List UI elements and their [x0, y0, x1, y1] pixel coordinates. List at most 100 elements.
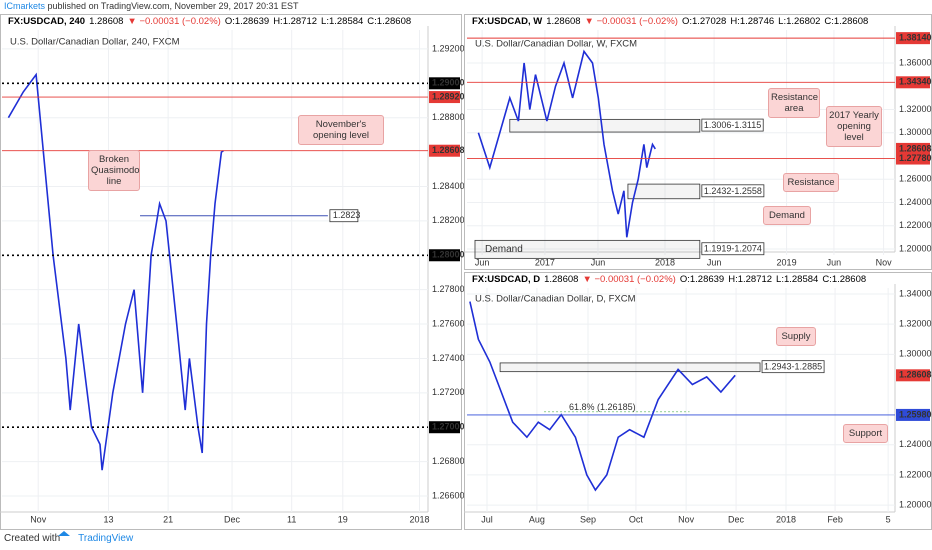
level-label-box — [429, 421, 460, 434]
x-tick-label: Sep — [580, 514, 596, 524]
x-tick-label: Aug — [529, 514, 545, 524]
x-tick-label: 2018 — [409, 514, 429, 524]
zone-label-box — [701, 118, 764, 132]
zone-title: Demand — [485, 244, 523, 255]
x-tick-label: Dec — [224, 514, 241, 524]
y-tick-label: 1.34000 — [899, 288, 932, 298]
brand[interactable]: TradingView — [78, 533, 134, 544]
x-tick-label: Jul — [481, 514, 493, 524]
level-label-box — [896, 32, 930, 45]
annotation: Broken Quasimodo line — [88, 150, 140, 191]
zone — [474, 239, 701, 259]
header-open: O:1.28639 — [225, 16, 269, 27]
header-low: L:1.28584 — [321, 16, 363, 27]
chart-header: FX:USDCAD, D 1.28608 ▼ −0.00031 (−0.02%) O:… — [472, 274, 866, 285]
header-symbol: FX:USDCAD, W — [472, 16, 542, 27]
header-symbol: FX:USDCAD, 240 — [8, 16, 85, 27]
x-tick-label: 2018 — [776, 514, 796, 524]
y-tick-label: 1.32000 — [899, 319, 932, 329]
level-label-box — [429, 144, 460, 157]
zone — [509, 118, 701, 133]
footer: Created with TradingView — [4, 533, 134, 544]
x-tick-label: 19 — [338, 514, 348, 524]
header-high: H:1.28712 — [728, 274, 772, 285]
zone-label: 1.2943-1.2885 — [764, 362, 822, 372]
y-tick-label: 1.22000 — [899, 469, 932, 479]
header-high: H:1.28746 — [730, 16, 774, 27]
header-change: ▼ −0.00031 (−0.02%) — [585, 16, 678, 27]
created: Created with — [4, 533, 60, 544]
segment-label-box — [329, 209, 359, 223]
x-tick-label: 2019 — [777, 257, 797, 267]
header-high: H:1.28712 — [273, 16, 317, 27]
logo — [58, 531, 70, 536]
level-label-box — [896, 76, 930, 89]
y-tick-label: 1.32000 — [899, 104, 932, 114]
zone-label: 1.2432-1.2558 — [704, 186, 762, 196]
header-low: L:1.28584 — [776, 274, 818, 285]
level-label: 1.34340 — [899, 77, 932, 87]
level-label: 1.25980 — [899, 409, 932, 419]
header-close: C:1.28608 — [367, 16, 411, 27]
x-tick-label: 13 — [103, 514, 113, 524]
panel — [464, 272, 932, 530]
header-last: 1.28608 — [544, 274, 578, 285]
level-label-box — [896, 408, 930, 421]
level-label-box — [429, 91, 460, 104]
y-tick-label: 1.28800 — [432, 112, 465, 122]
chart-header: FX:USDCAD, 240 1.28608 ▼ −0.00031 (−0.02%)… — [8, 16, 411, 27]
y-tick-label: 1.27400 — [432, 353, 465, 363]
level-label: 1.29000 — [432, 78, 465, 88]
level-label-box — [896, 369, 930, 382]
x-tick-label: Nov — [876, 257, 893, 267]
price-line — [7, 72, 224, 471]
y-tick-label: 1.20000 — [899, 243, 932, 253]
header-close: C:1.28608 — [824, 16, 868, 27]
y-tick-label: 1.22000 — [899, 220, 932, 230]
price-line — [477, 49, 656, 238]
x-tick-label: 11 — [287, 514, 296, 524]
level-label: 1.28920 — [432, 91, 465, 101]
annotation: Demand — [763, 206, 811, 225]
publisher[interactable]: ICmarkets — [4, 1, 46, 11]
y-tick-label: 1.30000 — [899, 127, 932, 137]
x-tick-label: Jun — [707, 257, 722, 267]
x-tick-label: Feb — [827, 514, 843, 524]
y-tick-label: 1.28200 — [432, 215, 465, 225]
header-low: L:1.26802 — [778, 16, 820, 27]
x-tick-label: Nov — [678, 514, 695, 524]
chart-subtitle: U.S. Dollar/Canadian Dollar, W, FXCM — [475, 39, 637, 50]
level-label: 1.27000 — [432, 422, 465, 432]
level-label-box — [896, 152, 930, 165]
level-label: 1.28608 — [899, 370, 932, 380]
x-tick-label: Oct — [629, 514, 644, 524]
x-tick-label: 2017 — [535, 257, 555, 267]
x-tick-label: 5 — [886, 514, 891, 524]
zone-label: 1.3006-1.3115 — [704, 120, 761, 130]
header: ICmarkets published on TradingView.com, … — [4, 1, 299, 11]
y-tick-label: 1.27800 — [432, 284, 465, 294]
chart-subtitle: U.S. Dollar/Canadian Dollar, 240, FXCM — [10, 37, 180, 48]
header-change: ▼ −0.00031 (−0.02%) — [127, 16, 220, 27]
chart-subtitle: U.S. Dollar/Canadian Dollar, D, FXCM — [475, 294, 636, 305]
annotation: Support — [843, 424, 888, 443]
level-label-box — [429, 77, 460, 90]
price-line — [469, 301, 736, 492]
y-tick-label: 1.26600 — [432, 490, 465, 500]
level-label: 1.28608 — [432, 145, 465, 155]
y-tick-label: 1.36000 — [899, 57, 932, 67]
x-tick-label: Jun — [827, 257, 842, 267]
y-tick-label: 1.28400 — [432, 181, 465, 191]
header-change: ▼ −0.00031 (−0.02%) — [582, 274, 675, 285]
header-last: 1.28608 — [546, 16, 580, 27]
y-tick-label: 1.27600 — [432, 318, 465, 328]
x-tick-label: 21 — [163, 514, 173, 524]
zone — [499, 362, 761, 373]
header-open: O:1.27028 — [682, 16, 726, 27]
y-tick-label: 1.26000 — [899, 174, 932, 184]
x-tick-label: Nov — [30, 514, 47, 524]
level-label: 1.38140 — [899, 33, 932, 43]
y-tick-label: 1.27200 — [432, 387, 465, 397]
level-label: 1.28000 — [432, 250, 465, 260]
level-label: 1.28608 — [899, 143, 932, 153]
